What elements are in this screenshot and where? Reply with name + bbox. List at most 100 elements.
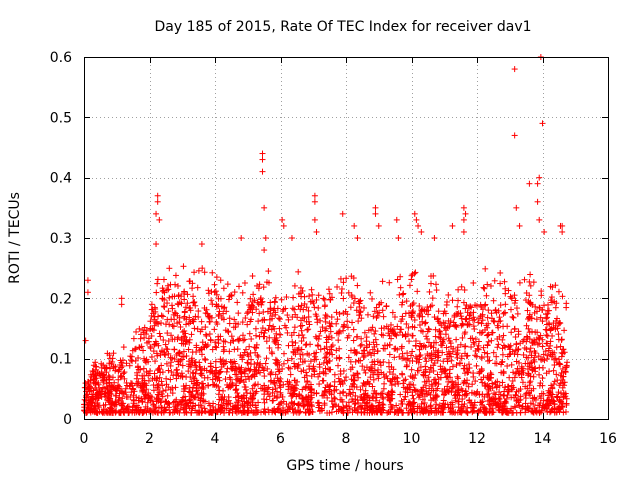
data-point [154, 280, 161, 287]
data-point [209, 269, 216, 276]
data-point [432, 333, 439, 340]
data-point [427, 280, 434, 287]
data-point [314, 316, 321, 323]
data-point [118, 295, 125, 302]
data-point [262, 360, 269, 367]
data-point [325, 286, 332, 293]
data-point [284, 357, 291, 364]
data-point [208, 297, 215, 304]
data-point [511, 132, 518, 139]
data-point [344, 324, 351, 331]
data-point [350, 337, 357, 344]
data-point [544, 314, 551, 321]
data-point [267, 299, 274, 306]
data-point [398, 397, 405, 404]
data-point [98, 364, 105, 371]
data-point [460, 228, 467, 235]
data-point [340, 295, 347, 302]
data-point [295, 400, 302, 407]
data-point [260, 284, 267, 291]
data-point [398, 301, 405, 308]
x-tick-label: 12 [468, 431, 486, 447]
data-point [469, 335, 476, 342]
data-point [148, 353, 155, 360]
data-point [301, 300, 308, 307]
data-point [508, 394, 515, 401]
data-point [500, 392, 507, 399]
data-point [528, 359, 535, 366]
data-point [212, 288, 219, 295]
data-point [381, 380, 388, 387]
data-point [194, 325, 201, 332]
data-point [277, 400, 284, 407]
data-point [262, 235, 269, 241]
data-point [507, 306, 514, 313]
x-tick-label: 6 [276, 431, 285, 447]
data-point [168, 332, 175, 339]
data-point [417, 352, 424, 359]
data-point [223, 308, 230, 315]
data-point [400, 290, 407, 297]
data-point [147, 345, 154, 352]
data-point [364, 311, 371, 318]
data-point [198, 372, 205, 379]
data-point [249, 273, 256, 280]
data-point [562, 408, 569, 415]
data-point [375, 222, 382, 229]
data-point [195, 267, 202, 274]
data-point [375, 375, 382, 382]
data-point [499, 358, 506, 365]
data-point [261, 247, 268, 254]
data-point [519, 379, 526, 386]
data-point [372, 328, 379, 335]
data-point [426, 288, 433, 295]
data-point [222, 376, 229, 383]
x-tick-label: 8 [342, 431, 351, 447]
data-point [308, 286, 315, 293]
data-point [397, 284, 404, 291]
data-point [413, 216, 420, 223]
data-point [502, 290, 509, 297]
data-point [366, 349, 373, 356]
data-point [171, 316, 178, 323]
data-point [223, 368, 230, 375]
data-point [181, 334, 188, 341]
data-point [306, 293, 313, 300]
data-point [263, 338, 270, 345]
data-point [502, 399, 509, 406]
data-point [504, 362, 511, 369]
data-point [403, 298, 410, 305]
data-point [153, 241, 160, 248]
data-point [120, 344, 127, 351]
data-point [483, 292, 490, 299]
data-point [331, 394, 338, 401]
data-point [534, 308, 541, 315]
data-point [460, 216, 467, 223]
data-point [485, 307, 492, 314]
data-point [347, 304, 354, 311]
data-point [465, 383, 472, 390]
data-point [188, 331, 195, 338]
data-point [153, 210, 160, 217]
data-point [211, 281, 218, 288]
data-point [166, 265, 173, 272]
data-point [421, 400, 428, 407]
data-point [380, 332, 387, 339]
data-point [511, 292, 518, 299]
data-point [220, 343, 227, 350]
data-point [387, 321, 394, 328]
data-point [291, 306, 298, 313]
data-point [199, 265, 206, 272]
data-point [260, 396, 267, 403]
data-point [220, 285, 227, 292]
data-point [205, 287, 212, 294]
data-point [221, 346, 228, 353]
tick-labels: 0 2 4 6 8 10 12 14 16 0 0.1 0.2 0.3 0.4 0.5 0.6 [50, 50, 617, 447]
data-point [453, 351, 460, 358]
data-point [429, 382, 436, 389]
data-point [285, 316, 292, 323]
data-point [343, 374, 350, 381]
data-point [369, 295, 376, 302]
data-point [190, 299, 197, 306]
data-point [242, 315, 249, 322]
